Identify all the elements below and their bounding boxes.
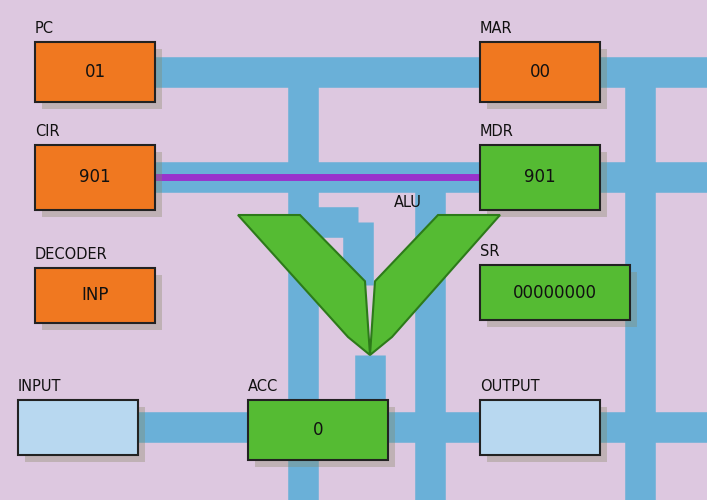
Text: ALU: ALU — [394, 195, 422, 210]
Bar — [480, 145, 600, 210]
Bar — [487, 272, 637, 327]
Text: MAR: MAR — [480, 21, 513, 36]
Polygon shape — [238, 215, 370, 355]
Text: PC: PC — [35, 21, 54, 36]
Bar — [487, 49, 607, 109]
Bar — [487, 407, 607, 462]
Text: 00000000: 00000000 — [513, 284, 597, 302]
Text: 901: 901 — [524, 168, 556, 186]
Bar — [487, 152, 607, 217]
Bar — [42, 49, 162, 109]
Text: MDR: MDR — [480, 124, 514, 139]
Bar — [255, 407, 395, 467]
Bar — [18, 400, 138, 455]
Bar — [25, 407, 145, 462]
Text: OUTPUT: OUTPUT — [480, 379, 539, 394]
Bar — [42, 152, 162, 217]
Text: DECODER: DECODER — [35, 247, 107, 262]
Text: CIR: CIR — [35, 124, 59, 139]
Polygon shape — [370, 215, 500, 355]
Bar — [480, 400, 600, 455]
Bar — [248, 400, 388, 460]
Text: ACC: ACC — [248, 379, 279, 394]
Text: 901: 901 — [79, 168, 111, 186]
Text: INPUT: INPUT — [18, 379, 62, 394]
Bar — [35, 145, 155, 210]
Bar — [42, 275, 162, 330]
Bar — [480, 265, 630, 320]
Text: SR: SR — [480, 244, 500, 259]
Bar — [35, 42, 155, 102]
Bar — [480, 42, 600, 102]
Text: 00: 00 — [530, 63, 551, 81]
Text: 0: 0 — [312, 421, 323, 439]
Text: INP: INP — [81, 286, 109, 304]
Text: 01: 01 — [84, 63, 105, 81]
Bar — [35, 268, 155, 323]
